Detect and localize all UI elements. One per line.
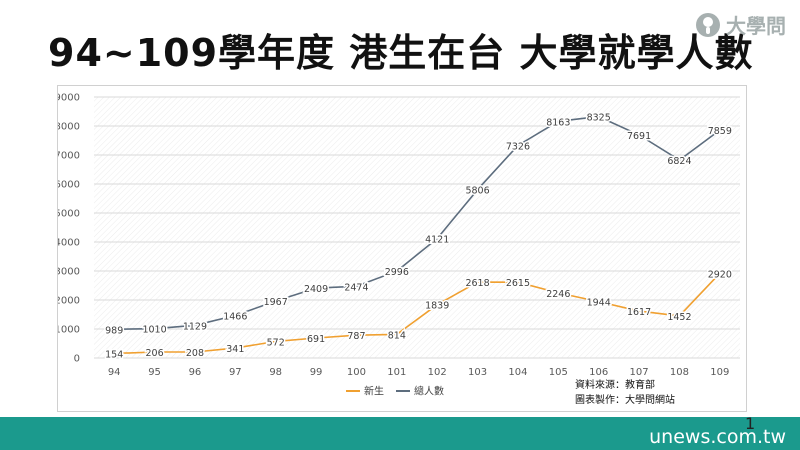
x-tick-label: 101	[387, 367, 406, 378]
x-tick-label: 95	[148, 367, 161, 378]
line-chart: 0 1000 2000 3000 4000 5000 6000 7000 8000 9000 94 9…	[58, 93, 740, 406]
data-label: 154	[105, 350, 123, 361]
x-tick-label: 98	[269, 367, 282, 378]
x-tick-label: 108	[670, 367, 689, 378]
data-label: 814	[388, 330, 406, 341]
data-label: 1967	[264, 297, 288, 308]
data-label: 1129	[183, 321, 207, 332]
brand-logo: 大學問	[696, 10, 786, 39]
y-tick-label: 1000	[58, 325, 80, 336]
data-label: 208	[186, 348, 204, 359]
data-label: 5806	[465, 186, 489, 197]
y-tick-label: 2000	[58, 296, 80, 307]
logo-text: 大學問	[726, 14, 786, 38]
data-label: 1010	[142, 325, 166, 336]
x-tick-label: 96	[189, 367, 202, 378]
page-title: 94~109學年度 港生在台 大學就學人數	[48, 31, 754, 75]
y-tick-label: 5000	[58, 209, 80, 220]
y-tick-label: 7000	[58, 151, 80, 162]
x-tick-label: 99	[310, 367, 323, 378]
data-label: 1466	[223, 311, 247, 322]
data-label: 2409	[304, 284, 328, 295]
source-note: 資料來源：教育部	[575, 378, 655, 391]
legend-label: 新生	[364, 385, 384, 398]
x-tick-label: 106	[589, 367, 608, 378]
data-label: 8325	[587, 113, 611, 124]
y-tick-label: 9000	[58, 93, 80, 104]
data-label: 7691	[627, 131, 651, 142]
data-label: 6824	[667, 156, 691, 167]
site-url: unews.com.tw	[649, 426, 786, 448]
x-tick-label: 97	[229, 367, 242, 378]
x-tick-label: 109	[710, 367, 729, 378]
data-label: 2996	[385, 267, 409, 278]
footer-bar	[0, 417, 800, 450]
credit-note: 圖表製作：大學問網站	[575, 393, 675, 406]
x-tick-label: 100	[347, 367, 366, 378]
data-label: 2474	[344, 282, 368, 293]
x-tick-label: 94	[108, 367, 121, 378]
data-label: 7326	[506, 142, 530, 153]
logo-icon	[696, 12, 720, 37]
data-label: 1839	[425, 301, 449, 312]
x-tick-label: 104	[508, 367, 527, 378]
data-label: 2246	[546, 289, 570, 300]
y-tick-label: 4000	[58, 238, 80, 249]
x-tick-label: 102	[428, 367, 447, 378]
series-line-new-students	[114, 272, 721, 355]
data-label: 2615	[506, 278, 530, 289]
y-tick-label: 6000	[58, 180, 80, 191]
page-number: 1	[745, 414, 756, 433]
data-label: 8163	[546, 117, 570, 128]
data-label: 2920	[708, 269, 732, 280]
x-tick-label: 107	[630, 367, 649, 378]
chart-frame: 0 1000 2000 3000 4000 5000 6000 7000 8000 9000 94 9…	[57, 85, 747, 412]
y-tick-label: 8000	[58, 122, 80, 133]
data-label: 341	[226, 344, 244, 355]
data-label: 1617	[627, 307, 651, 318]
data-label: 1452	[667, 312, 691, 323]
data-label: 2618	[465, 278, 489, 289]
data-label: 7859	[708, 126, 732, 137]
data-label: 1944	[587, 298, 611, 309]
data-label: 572	[267, 337, 285, 348]
data-label: 787	[347, 331, 365, 342]
plot-area	[94, 97, 740, 358]
x-tick-label: 103	[468, 367, 487, 378]
series-line-total-students	[114, 115, 721, 331]
y-tick-label: 0	[74, 354, 80, 365]
data-label: 4121	[425, 234, 449, 245]
data-label: 989	[105, 325, 123, 336]
x-tick-label: 105	[549, 367, 568, 378]
data-label: 206	[145, 348, 163, 359]
legend-label: 總人數	[414, 385, 444, 398]
data-label: 691	[307, 334, 325, 345]
y-tick-label: 3000	[58, 267, 80, 278]
